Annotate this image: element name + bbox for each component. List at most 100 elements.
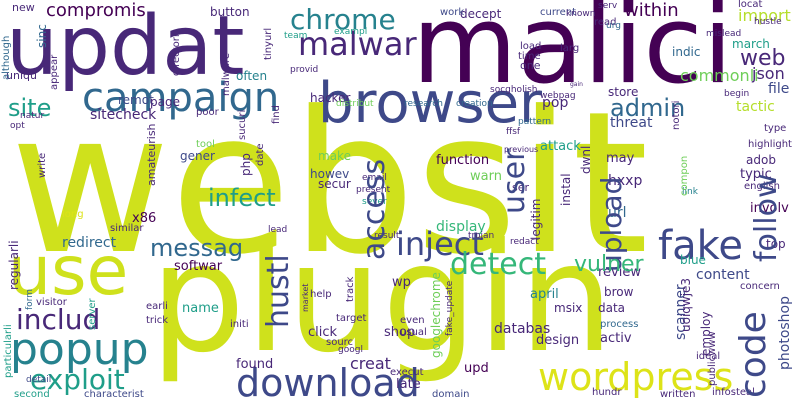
word-softwar: softwar [174, 259, 223, 274]
word-long: long [62, 209, 84, 220]
word-inject: inject [396, 225, 484, 263]
word-sinc: sinc [35, 24, 49, 48]
word-click: click [308, 325, 338, 340]
word-infect: infect [208, 184, 276, 212]
word-involv: involv [750, 201, 789, 216]
word-new: new [12, 1, 35, 14]
word-form: form [25, 289, 35, 310]
word-secur: secur [318, 177, 351, 191]
word-trojan: trojan [468, 231, 495, 241]
word-present: present [356, 185, 391, 195]
word-current: current [540, 7, 577, 18]
word-serv: serv [598, 1, 618, 11]
word-detect: detect [450, 247, 546, 282]
word-particularli: particularli [3, 324, 14, 378]
word-commonli: commonli [680, 66, 759, 85]
word-button: button [210, 5, 250, 19]
word-fake: fake [658, 223, 743, 269]
word-compromis: compromis [46, 0, 146, 21]
word-poor: poor [196, 107, 219, 118]
word-english: english [744, 181, 780, 192]
word-trick: trick [146, 315, 169, 326]
word-hustl: hustl [261, 254, 296, 328]
word-x86: x86 [132, 211, 157, 226]
word-sourc: sourc [326, 337, 354, 348]
word-tool: tool [196, 139, 215, 150]
word-team: team [284, 31, 308, 41]
word-site: site [8, 94, 52, 122]
word-work: work [440, 7, 465, 18]
word-data: data [598, 301, 626, 315]
word-process: process [600, 319, 639, 330]
word-publicwww: publicwww [707, 331, 718, 386]
word-plugin: plugin [150, 212, 614, 386]
word-hustle: hustle [754, 17, 782, 27]
word-redact: redact [510, 237, 539, 247]
word-json: json [752, 64, 785, 83]
word-begin: begin [724, 89, 750, 99]
word-sever: sever [362, 197, 387, 207]
word-fake_update: fake_update [445, 280, 455, 336]
word-pop: pop [542, 95, 569, 111]
word-vulner: vulner [574, 252, 644, 277]
word-updat: updat [6, 0, 245, 94]
word-indic: indic [672, 45, 701, 59]
word-opt: opt [10, 121, 25, 131]
word-function: function [436, 153, 490, 168]
word-write: write [37, 152, 48, 178]
word-visitor: visitor [36, 297, 67, 308]
word-threat: threat [610, 115, 653, 131]
word-make: make [318, 149, 351, 163]
word-wordpress: wordpress [538, 355, 734, 399]
word-urg: urg [606, 21, 621, 31]
word-earli: earli [146, 301, 168, 312]
word-distribut: distribut [336, 99, 374, 109]
word-includ: includ [16, 303, 101, 336]
word-instal: instal [559, 173, 573, 206]
word-redirect: redirect [62, 235, 117, 251]
word-hxxp: hxxp [608, 173, 643, 189]
word-attack: attack [540, 139, 581, 154]
word-dwnl: dwnl [579, 145, 593, 174]
word-msix: msix [554, 301, 583, 315]
word-socgholish: socgholish [490, 85, 538, 95]
word-load: load [520, 41, 542, 52]
word-top: top [766, 237, 786, 251]
word-uoiqwje3: uoiqwje3 [679, 277, 693, 332]
word-provid: provid [290, 65, 319, 75]
word-typic: typic [740, 167, 772, 182]
word-file: file [768, 81, 790, 97]
word-warn: warn [470, 169, 502, 184]
word-brow: brow [604, 285, 634, 299]
word-code: code [733, 311, 774, 398]
word-chrome: chrome [290, 3, 396, 36]
word-pattern: pattern [518, 117, 552, 127]
word-import: import [738, 6, 791, 25]
word-detail: detail [26, 375, 52, 385]
word-track: track [345, 276, 356, 302]
word-googl: googl [338, 345, 363, 355]
word-admin: admin [610, 94, 686, 122]
word-written: written [660, 389, 696, 400]
word-lead: lead [268, 225, 288, 235]
word-link: link [682, 187, 698, 197]
word-mislead: mislead [706, 29, 742, 39]
word-known: known [566, 9, 596, 19]
word-server: server [87, 298, 98, 330]
word-design: design [536, 333, 580, 348]
word-appear: appear [49, 54, 60, 90]
word-sitecheck: sitecheck [90, 107, 157, 123]
word-larg: larg [560, 43, 580, 54]
word-photoshop: photoshop [777, 296, 793, 370]
word-tinyurl: tinyurl [263, 27, 274, 60]
word-hacker: hacker [310, 91, 351, 105]
word-read: read [594, 17, 617, 28]
word-popup: popup [10, 324, 149, 375]
word-usual: usual [400, 327, 427, 338]
word-exampl: exampl [334, 27, 368, 37]
word-characterist: characterist [84, 389, 144, 400]
word-store: store [608, 85, 639, 99]
word-content: content [696, 267, 750, 283]
word-hundr: hundr [592, 387, 622, 398]
